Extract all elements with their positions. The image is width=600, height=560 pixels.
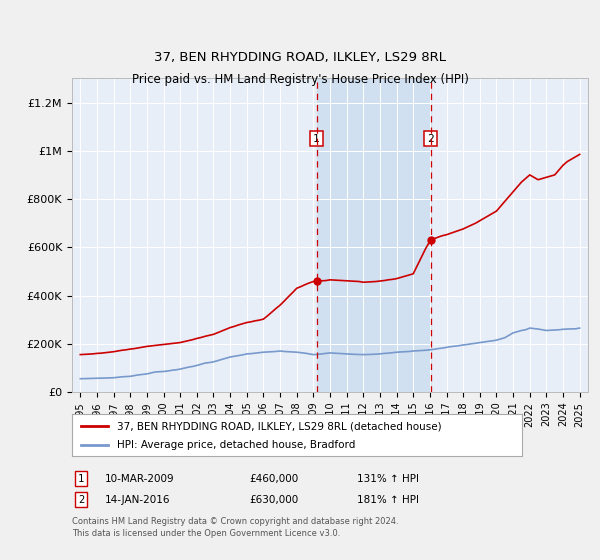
Text: This data is licensed under the Open Government Licence v3.0.: This data is licensed under the Open Gov…: [72, 529, 340, 538]
Text: 2: 2: [427, 134, 434, 144]
Text: 1: 1: [78, 474, 84, 484]
Text: 37, BEN RHYDDING ROAD, ILKLEY, LS29 8RL: 37, BEN RHYDDING ROAD, ILKLEY, LS29 8RL: [154, 52, 446, 64]
Text: 10-MAR-2009: 10-MAR-2009: [105, 474, 175, 484]
Text: 2: 2: [78, 494, 84, 505]
Text: £460,000: £460,000: [249, 474, 298, 484]
Text: 181% ↑ HPI: 181% ↑ HPI: [357, 494, 419, 505]
Text: 37, BEN RHYDDING ROAD, ILKLEY, LS29 8RL (detached house): 37, BEN RHYDDING ROAD, ILKLEY, LS29 8RL …: [117, 421, 442, 431]
Text: Contains HM Land Registry data © Crown copyright and database right 2024.: Contains HM Land Registry data © Crown c…: [72, 517, 398, 526]
Bar: [317, 78, 431, 392]
Text: £630,000: £630,000: [249, 494, 298, 505]
Text: Price paid vs. HM Land Registry's House Price Index (HPI): Price paid vs. HM Land Registry's House …: [131, 73, 469, 86]
Text: 131% ↑ HPI: 131% ↑ HPI: [357, 474, 419, 484]
Text: 1: 1: [313, 134, 320, 144]
Text: HPI: Average price, detached house, Bradford: HPI: Average price, detached house, Brad…: [117, 440, 355, 450]
Text: 14-JAN-2016: 14-JAN-2016: [105, 494, 170, 505]
